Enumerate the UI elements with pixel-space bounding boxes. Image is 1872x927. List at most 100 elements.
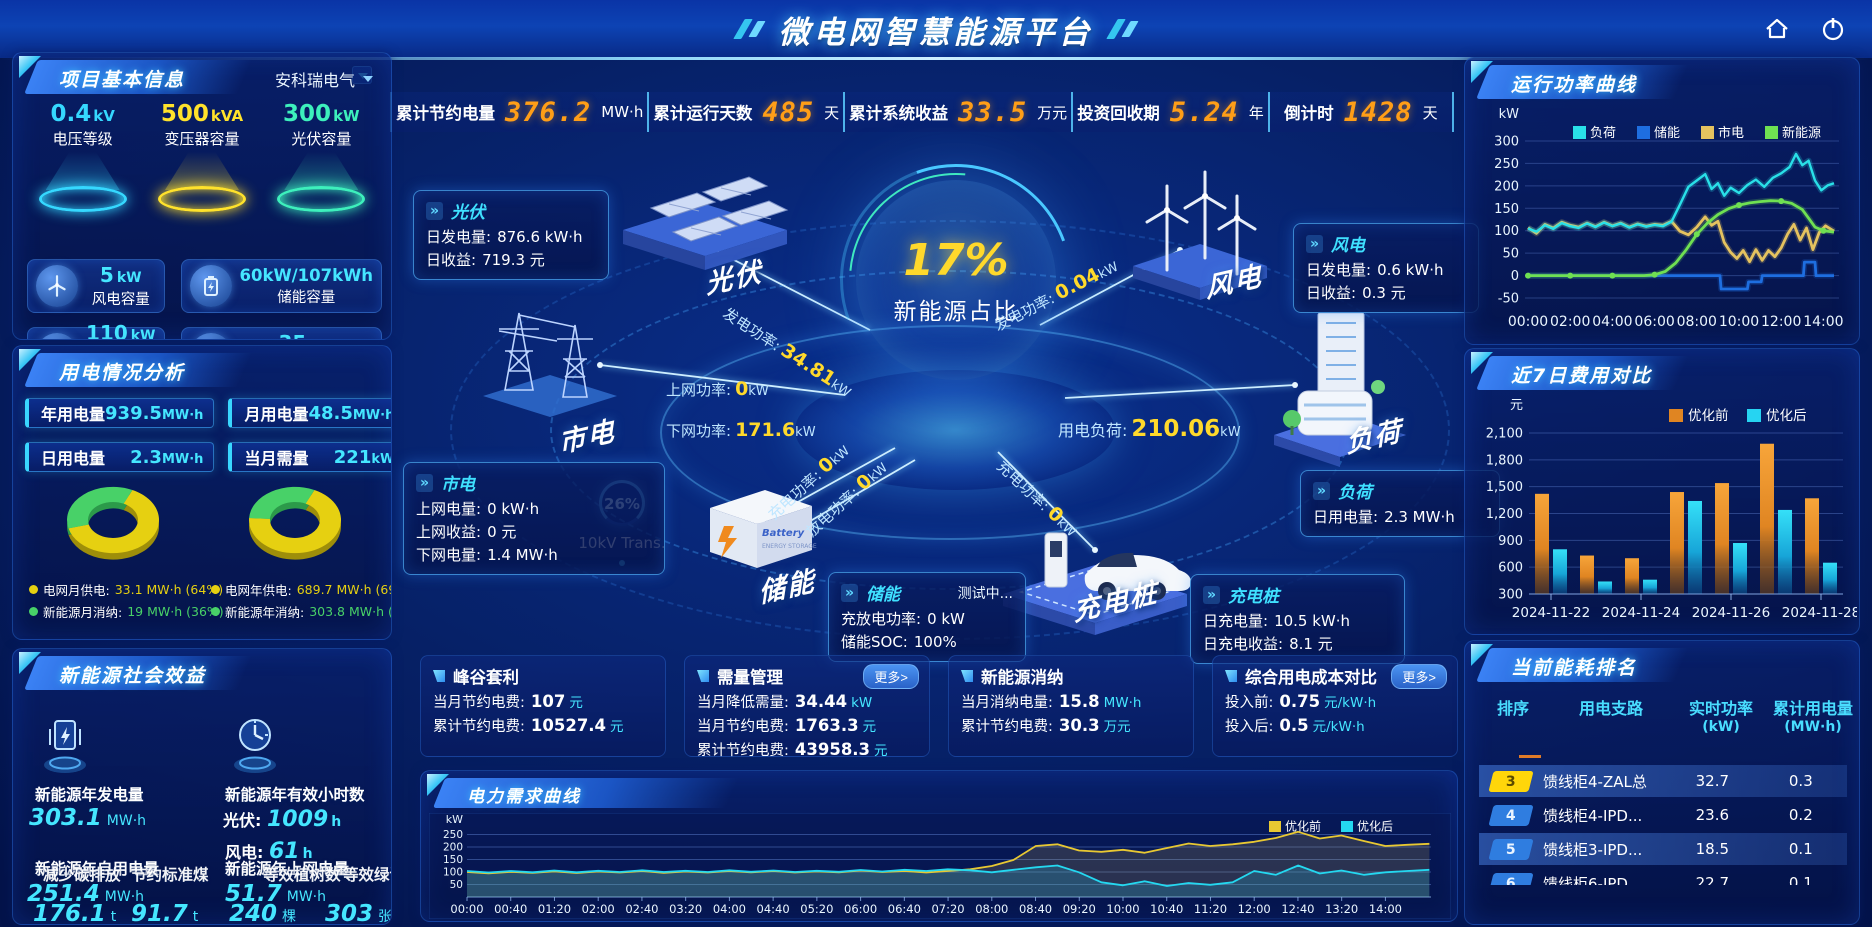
- svg-text:2024-11-28: 2024-11-28: [1782, 605, 1857, 621]
- power-stat-chip-1: 月用电量 48.5MW·h: [228, 398, 391, 428]
- col-line1: 累计用电量: [1772, 699, 1853, 718]
- svg-text:06:00: 06:00: [844, 902, 877, 916]
- svg-text:600: 600: [1498, 561, 1523, 576]
- benefit-card-row-0: 当月消纳电量: 15.8 MW·h: [961, 691, 1181, 712]
- row-value: 1763.3: [794, 716, 859, 735]
- row-value: 0.5: [1279, 716, 1309, 735]
- svg-text:0: 0: [1511, 269, 1519, 284]
- total-energy: 0.1: [1788, 874, 1813, 885]
- svg-text:07:20: 07:20: [931, 902, 964, 916]
- svg-text:200: 200: [1494, 179, 1519, 194]
- svg-text:kW: kW: [1499, 107, 1520, 122]
- kpi-item-3: 投资回收期 5.24 年: [1071, 92, 1268, 132]
- kpi-unit: 年: [1248, 103, 1264, 122]
- svg-text:12:00: 12:00: [1761, 314, 1801, 330]
- certs-label: 等效绿证数: [343, 866, 391, 884]
- kpi-item-2: 累计系统收益 33.5 万元: [843, 92, 1071, 132]
- svg-text:200: 200: [443, 842, 463, 854]
- realtime-power: 32.7: [1695, 772, 1730, 790]
- gauge-label: 变压器容量: [164, 130, 240, 148]
- benefit-card-row-1: 投入后: 0.5 元/kW·h: [1225, 715, 1445, 736]
- ranking-scroll-indicator: [1519, 755, 1541, 758]
- wind-turbine-icon: [36, 265, 78, 307]
- row-value: 34.44: [794, 692, 848, 711]
- svg-text:元: 元: [1510, 398, 1523, 413]
- power-icon[interactable]: [1816, 12, 1850, 46]
- benefit-card-row-2: 累计节约电费: 43958.3 元: [697, 739, 917, 760]
- panel-energy-ranking: 当前能耗排名 排序 用电支路 实时功率 (kW) 累计用电量 (MW·h) 3 馈线柜4-Z…: [1464, 640, 1860, 925]
- kpi-item-4: 倒计时 1428 天: [1267, 92, 1454, 132]
- battery-storage-icon: Battery ENERGY STORAGE: [690, 470, 820, 584]
- to-grid-value: 51.7 MW·h: [225, 881, 326, 907]
- kpi-label: 累计节约电量: [396, 104, 495, 123]
- capacity-card-1: 60kW/107kWh 储能容量: [180, 259, 383, 313]
- double-chevron-right-icon: [1306, 234, 1324, 253]
- benefit-card-title: 峰谷套利: [433, 664, 653, 688]
- more-button[interactable]: 更多>: [1391, 664, 1447, 689]
- ranking-row-3[interactable]: 6 馈线柜6-IPD 22.7 0.1: [1479, 867, 1847, 885]
- ev-charger-icon: [995, 495, 1195, 649]
- row-value: 0.75: [1279, 692, 1321, 711]
- legend-value: 689.7 MW·h (69%): [296, 582, 391, 597]
- kpi-value: 33.5: [958, 96, 1028, 128]
- benefit-card-title-text: 需量管理: [717, 668, 783, 687]
- total-energy: 0.3: [1788, 772, 1813, 790]
- page-title: 微电网智慧能源平台: [778, 14, 1094, 51]
- svg-text:11:20: 11:20: [1194, 902, 1227, 916]
- row-unit: 元: [610, 719, 624, 735]
- ranking-row-1[interactable]: 4 馈线柜4-IPD... 23.6 0.2: [1479, 799, 1847, 831]
- double-chevron-right-icon: [1313, 481, 1331, 500]
- svg-text:300: 300: [1494, 135, 1519, 150]
- row-label: 当月降低需量:: [697, 695, 789, 711]
- flow-to-grid: 上网功率: 0kW: [666, 378, 769, 400]
- company-dropdown[interactable]: 安科瑞电气: [275, 67, 373, 91]
- svg-text:1,800: 1,800: [1486, 453, 1523, 468]
- legend-dot: [29, 585, 38, 594]
- svg-text:2024-11-22: 2024-11-22: [1512, 605, 1590, 621]
- panel-header-demand: 电力需求曲线: [427, 774, 1447, 808]
- ranking-row-2[interactable]: 5 馈线柜3-IPD... 18.5 0.1: [1479, 833, 1847, 865]
- svg-text:2024-11-26: 2024-11-26: [1692, 605, 1770, 621]
- trees-value: 240 棵: [229, 901, 297, 925]
- kpi-label: 投资回收期: [1077, 104, 1160, 123]
- capacity-card-text: 5 kW 风电容量: [86, 263, 156, 309]
- row-label: 当月消纳电量:: [961, 695, 1053, 711]
- power-stat-chip-0: 年用电量 939.5MW·h: [25, 398, 215, 428]
- capacity-card-value: 60kW/107kWh: [239, 265, 374, 285]
- legend-label: 新能源月消纳:: [43, 605, 123, 620]
- svg-text:优化后: 优化后: [1357, 820, 1393, 834]
- ranking-row-0[interactable]: 3 馈线柜4-ZAL总 32.7 0.3: [1479, 765, 1847, 797]
- legend-dot: [211, 585, 220, 594]
- donut-legend-1-1: 新能源年消纳: 303.8 MW·h (31%): [211, 602, 391, 621]
- gauge-value: 500 kVA: [160, 101, 244, 127]
- card-corner-icon: [697, 670, 709, 682]
- kpi-unit: 万元: [1037, 103, 1068, 122]
- benefit-card-row-0: 当月节约电费: 107 元: [433, 691, 653, 712]
- panel-project-info: 项目基本信息 安科瑞电气 0.4 kV 电压等级 500 kVA 变压器容量 300 kW 光伏…: [12, 52, 392, 340]
- power-grid-towers-icon: [475, 285, 625, 444]
- coal-value: 91.7 t: [131, 901, 199, 925]
- benefit-card-row-0: 投入前: 0.75 元/kW·h: [1225, 691, 1445, 712]
- rank-badge: 6: [1488, 872, 1534, 885]
- more-button[interactable]: 更多>: [863, 664, 919, 689]
- benefit-card-1: 需量管理 更多> 当月降低需量: 34.44 kW 当月节约电费: 1763.3 元累计节约电…: [684, 655, 930, 760]
- col-line2: (MW·h): [1784, 719, 1842, 735]
- branch-name: 馈线柜6-IPD: [1543, 874, 1628, 886]
- svg-text:ENERGY STORAGE: ENERGY STORAGE: [762, 543, 817, 550]
- home-icon[interactable]: [1760, 12, 1794, 46]
- kpi-unit: 天: [824, 103, 840, 122]
- benefit-card-row-1: 累计节约电费: 10527.4 元: [433, 715, 653, 736]
- ranking-column-3: 累计用电量 (MW·h): [1765, 699, 1859, 737]
- ranking-column-2: 实时功率 (kW): [1677, 699, 1765, 737]
- svg-text:优化前: 优化前: [1688, 407, 1729, 424]
- branch-name: 馈线柜4-ZAL总: [1543, 772, 1647, 791]
- row-unit: 元: [874, 743, 888, 759]
- chip-label: 年用电量: [41, 405, 106, 424]
- double-chevron-right-icon: [841, 583, 859, 602]
- svg-text:2,100: 2,100: [1486, 427, 1523, 442]
- ranking-column-1: 用电支路: [1545, 699, 1677, 737]
- panel-title-rank: 当前能耗排名: [1511, 657, 1638, 679]
- svg-text:900: 900: [1498, 534, 1523, 549]
